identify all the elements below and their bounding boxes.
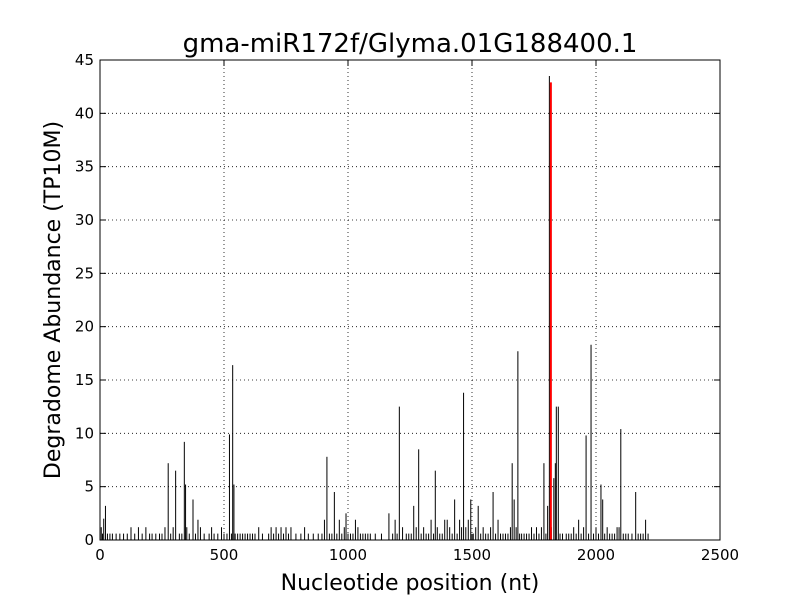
x-tick-label: 1500 [453, 546, 491, 564]
y-tick-label: 40 [75, 104, 94, 122]
y-tick-label: 30 [75, 211, 94, 229]
y-tick-label: 20 [75, 318, 94, 336]
y-axis-label: Degradome Abundance (TP10M) [41, 121, 66, 479]
x-tick-label: 500 [210, 546, 239, 564]
plot-frame-border [99, 59, 721, 541]
y-tick-label: 0 [84, 531, 94, 549]
x-tick-label: 1000 [329, 546, 367, 564]
x-tick-label: 2500 [701, 546, 739, 564]
axis-ticks: 0 500 1000 1500 2000 2500 0 5 10 15 20 25 30 35 40 45 [75, 51, 739, 564]
plot-frame [99, 59, 721, 541]
chart-title: gma-miR172f/Glyma.01G188400.1 [183, 29, 638, 59]
x-tick-label: 2000 [577, 546, 615, 564]
y-tick-label: 25 [75, 264, 94, 282]
y-tick-label: 15 [75, 371, 94, 389]
y-tick-label: 10 [75, 424, 94, 442]
y-tick-label: 45 [75, 51, 94, 69]
bars [100, 76, 649, 540]
x-axis-label: Nucleotide position (nt) [281, 571, 540, 596]
y-tick-label: 35 [75, 158, 94, 176]
y-tick-label: 5 [84, 478, 94, 496]
x-tick-label: 0 [95, 546, 105, 564]
